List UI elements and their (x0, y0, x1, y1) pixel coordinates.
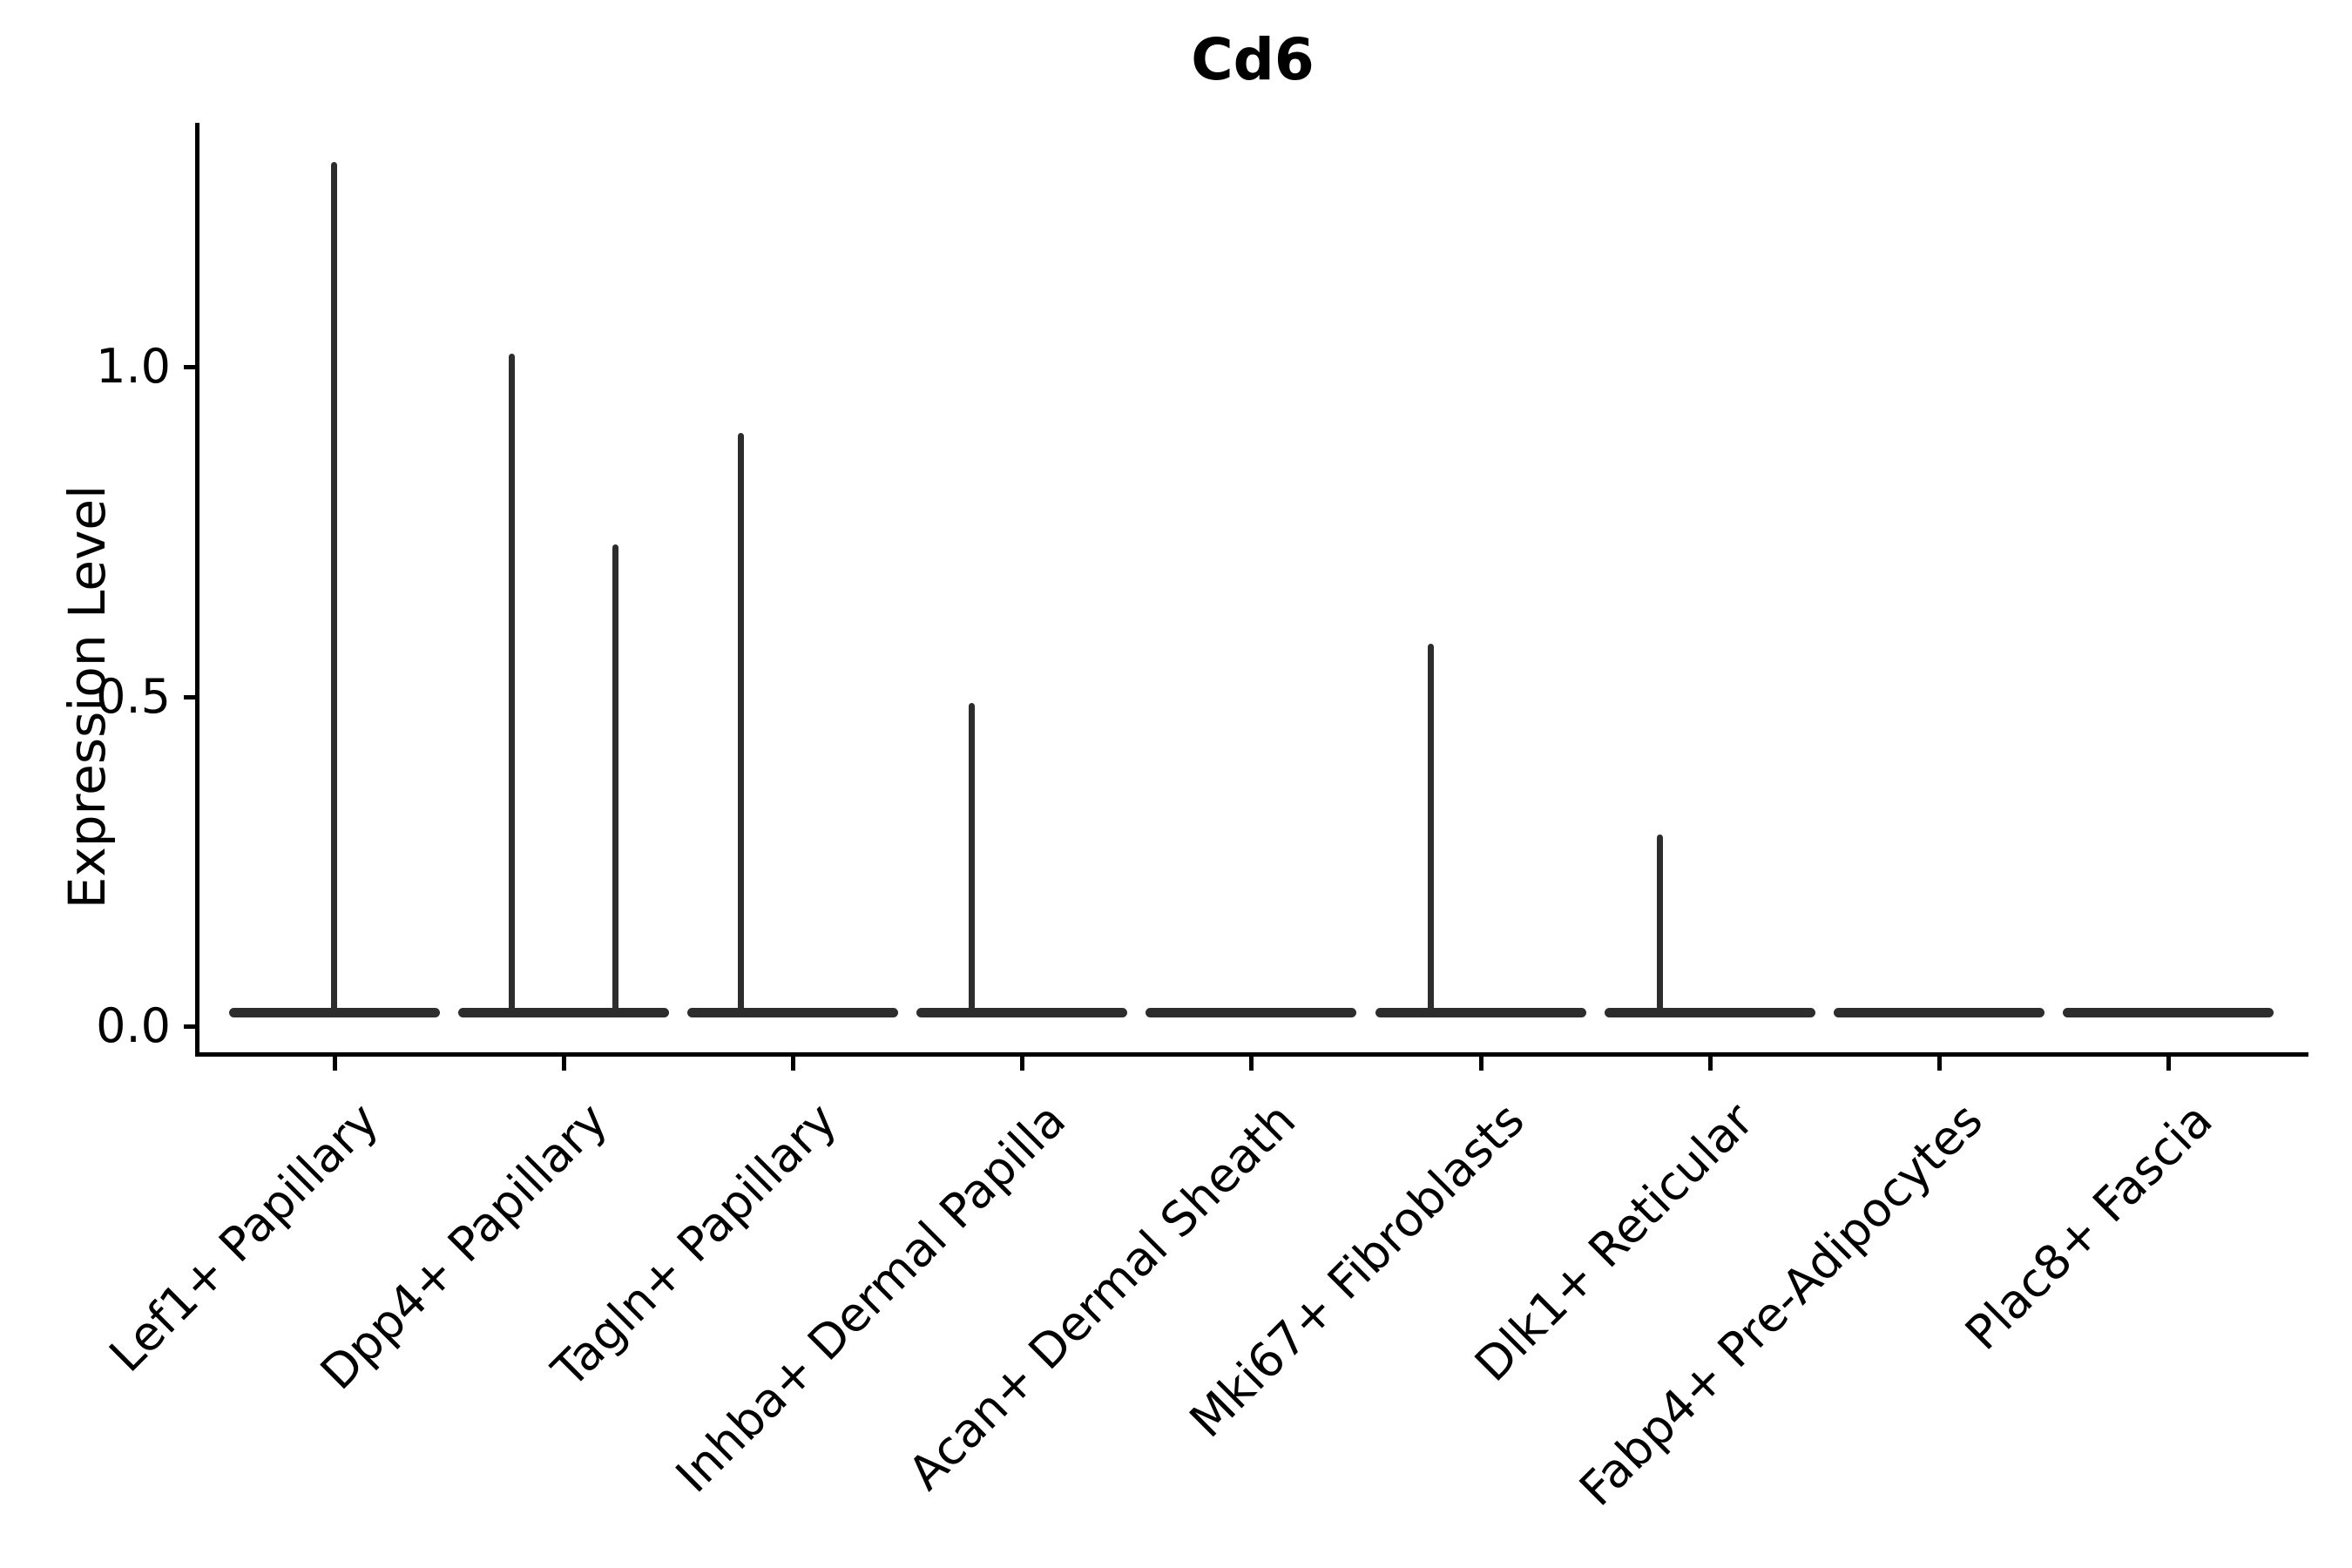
x-tick-label: Plac8+ Fascia (1954, 1092, 2223, 1361)
violin-body (1146, 1008, 1357, 1017)
violin-spike (331, 162, 337, 1013)
violin-spike (968, 703, 975, 1013)
y-axis-spine (195, 123, 199, 1057)
violin-body (686, 1008, 898, 1017)
x-tick-mark (790, 1056, 795, 1071)
y-tick-label: 1.0 (96, 339, 171, 394)
y-tick-mark (184, 365, 196, 369)
x-tick-mark (561, 1056, 566, 1071)
violin-spike (1657, 835, 1664, 1013)
x-tick-mark (1478, 1056, 1484, 1071)
x-tick-label: Fabp4+ Pre-Adipocytes (1569, 1092, 1994, 1517)
x-tick-mark (2166, 1056, 2172, 1071)
x-tick-label: Acan+ Dermal Sheath (897, 1092, 1306, 1501)
violin-spike (509, 353, 516, 1013)
x-axis-spine (195, 1052, 2308, 1057)
violin-body (1833, 1008, 2044, 1017)
y-tick-mark (184, 694, 196, 700)
violin-spike (612, 544, 619, 1013)
x-tick-mark (1936, 1056, 1942, 1071)
violin-spike (1427, 643, 1434, 1013)
x-tick-mark (332, 1056, 337, 1071)
y-tick-mark (184, 1024, 196, 1029)
chart-title: Cd6 (1191, 26, 1315, 93)
y-tick-label: 0.0 (96, 998, 171, 1053)
violin-body (457, 1008, 669, 1017)
violin-body (916, 1008, 1128, 1017)
x-tick-label: Inhba+ Dermal Papilla (666, 1092, 1077, 1504)
x-tick-mark (1020, 1056, 1025, 1071)
violin-body (2063, 1008, 2274, 1017)
x-tick-mark (1249, 1056, 1254, 1071)
x-tick-mark (1707, 1056, 1713, 1071)
violin-body (1604, 1008, 1815, 1017)
violin-spike (738, 432, 745, 1013)
y-tick-label: 0.5 (96, 668, 171, 724)
violin-body (1375, 1008, 1586, 1017)
